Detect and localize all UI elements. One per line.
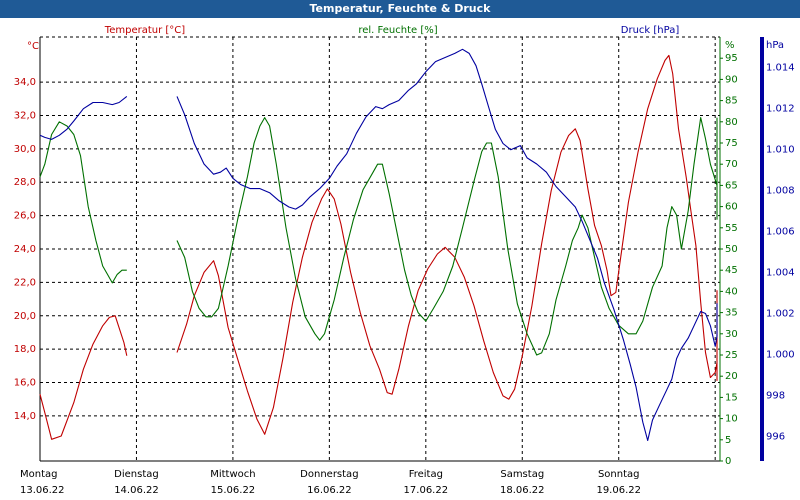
day-name-label: Montag [20,469,57,480]
temperature-line [39,315,128,440]
pressure-tick-label: 1.006 [766,227,795,238]
day-name-label: Donnerstag [300,469,358,480]
humidity-tick-label: 75 [725,138,738,149]
pressure-tick-label: 1.010 [766,145,795,156]
pressure-line [39,95,128,140]
temperature-tick-label: 16,0 [14,378,36,389]
humidity-tick-label: 65 [725,180,738,191]
humidity-series-label: rel. Feuchte [%] [358,25,437,36]
humidity-tick-label: 30 [725,329,738,340]
humidity-line [39,121,127,284]
humidity-tick-label: 45 [725,265,738,276]
temperature-line [176,54,718,435]
temperature-tick-label: 24,0 [14,244,36,255]
humidity-tick-label: 35 [725,308,738,319]
pressure-tick-label: 1.012 [766,104,795,115]
day-name-label: Freitag [409,469,443,480]
day-name-label: Sonntag [598,469,640,480]
temperature-tick-label: 28,0 [14,177,36,188]
day-name-label: Dienstag [114,469,159,480]
pressure-tick-label: 996 [766,431,785,442]
temperature-tick-label: 30,0 [14,144,36,155]
temperature-tick-label: 20,0 [14,311,36,322]
humidity-tick-label: 10 [725,414,738,425]
temperature-tick-label: 14,0 [14,411,36,422]
pressure-tick-label: 998 [766,390,785,401]
day-date-label: 15.06.22 [211,485,256,496]
pressure-tick-label: 1.000 [766,349,795,360]
pressure-tick-label: 1.014 [766,63,795,74]
temperature-tick-label: 22,0 [14,277,36,288]
day-date-label: 17.06.22 [404,485,449,496]
temperature-series-label: Temperatur [°C] [104,25,185,36]
pressure-series-label: Druck [hPa] [621,25,680,36]
day-date-label: 14.06.22 [114,485,159,496]
humidity-tick-label: 50 [725,244,738,255]
humidity-line [176,117,718,356]
pressure-line [176,48,718,442]
humidity-tick-label: 40 [725,286,738,297]
humidity-tick-label: 55 [725,223,738,234]
pressure-tick-label: 1.008 [766,186,795,197]
humidity-tick-label: 80 [725,117,738,128]
humidity-tick-label: 85 [725,96,738,107]
pressure-tick-label: 1.002 [766,309,795,320]
humidity-tick-label: 15 [725,392,738,403]
temperature-tick-label: 18,0 [14,344,36,355]
humidity-tick-label: 25 [725,350,738,361]
humidity-tick-label: 90 [725,74,738,85]
day-date-label: 19.06.22 [596,485,641,496]
day-date-label: 16.06.22 [307,485,352,496]
day-name-label: Samstag [500,469,544,480]
pressure-unit-label: hPa [766,40,784,51]
humidity-tick-label: 95 [725,53,738,64]
temperature-unit-label: °C [27,41,39,52]
chart-title: Temperatur, Feuchte & Druck [0,0,800,18]
pressure-axis-strip [760,37,764,461]
humidity-tick-label: 60 [725,202,738,213]
day-date-label: 13.06.22 [20,485,65,496]
humidity-tick-label: 5 [725,435,731,446]
temperature-tick-label: 32,0 [14,110,36,121]
humidity-tick-label: 20 [725,371,738,382]
humidity-tick-label: 0 [725,456,731,467]
day-date-label: 18.06.22 [500,485,545,496]
pressure-tick-label: 1.004 [766,268,795,279]
day-name-label: Mittwoch [210,469,255,480]
humidity-tick-label: 70 [725,159,738,170]
temperature-tick-label: 26,0 [14,211,36,222]
humidity-unit-label: % [725,40,735,51]
temperature-tick-label: 34,0 [14,77,36,88]
